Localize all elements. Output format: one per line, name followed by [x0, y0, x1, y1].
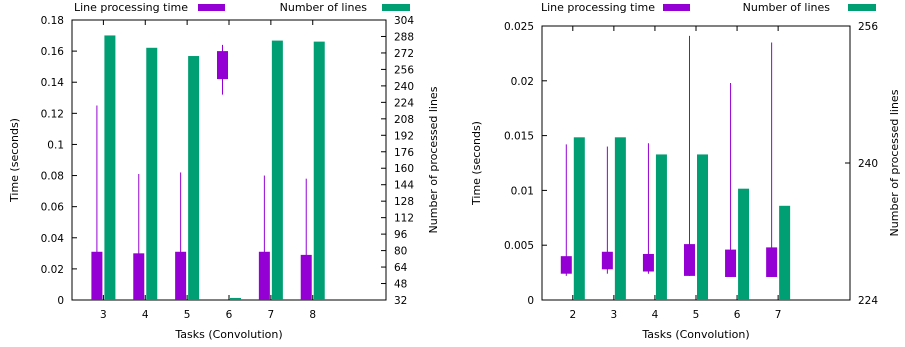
right-tick-label: 112	[394, 213, 414, 225]
legend-lines-label: Number of lines	[743, 1, 831, 14]
lines-bar	[779, 205, 791, 300]
time-box	[300, 254, 312, 300]
legend-lines-swatch	[382, 4, 410, 11]
left-tick-label: 0.025	[504, 21, 534, 33]
right-tick-label: 192	[394, 130, 414, 142]
left-tick-label: 0	[57, 295, 64, 307]
chart-panel-1: 00.020.040.060.080.10.120.140.160.183248…	[8, 1, 440, 341]
lines-bar	[188, 56, 200, 300]
legend-lines-label: Number of lines	[280, 1, 368, 14]
right-tick-label: 288	[394, 31, 414, 43]
time-box	[560, 256, 572, 274]
left-y-axis-label: Time (seconds)	[470, 121, 483, 206]
right-tick-label: 160	[394, 163, 414, 175]
left-tick-label: 0.08	[41, 171, 64, 183]
time-box	[601, 251, 613, 270]
lines-bar	[614, 137, 626, 300]
x-tick-label: 2	[569, 309, 576, 321]
lines-bar	[104, 35, 116, 301]
left-tick-label: 0.18	[41, 15, 64, 27]
right-tick-label: 64	[394, 262, 408, 274]
x-axis-label: Tasks (Convolution)	[641, 328, 749, 341]
lines-bar	[738, 188, 750, 300]
x-axis-label: Tasks (Convolution)	[174, 328, 282, 341]
chart-panel-2: 0 0.005 0.01 0.015 0.02 0.025 224 240 256 2 3 4 5 6 7 T…	[470, 1, 901, 341]
right-tick-label: 240	[394, 81, 414, 93]
right-tick-label: 224	[858, 295, 878, 307]
time-box	[258, 251, 270, 300]
time-box	[684, 244, 695, 276]
left-tick-label: 0.015	[504, 131, 534, 143]
legend-time-label: Line processing time	[74, 1, 188, 14]
left-tick-label: 0.1	[47, 139, 64, 151]
x-tick-label: 6	[734, 309, 741, 321]
time-box	[217, 51, 228, 80]
time-box	[133, 253, 145, 300]
left-tick-label: 0.02	[41, 264, 64, 276]
x-tick-label: 7	[268, 309, 275, 321]
time-box	[642, 253, 654, 272]
time-box	[175, 251, 187, 300]
right-tick-label: 224	[394, 97, 414, 109]
left-tick-label: 0.12	[41, 108, 64, 120]
lines-bar	[573, 137, 585, 300]
plot-frame	[541, 25, 851, 301]
legend-time-swatch	[663, 4, 690, 11]
x-tick-label: 5	[184, 309, 191, 321]
right-tick-label: 208	[394, 114, 414, 126]
x-tick-label: 7	[775, 309, 782, 321]
lines-bar	[697, 154, 708, 300]
right-tick-label: 96	[394, 229, 408, 241]
right-y-axis-label: Number of processed lines	[427, 86, 440, 233]
right-tick-label: 176	[394, 147, 414, 159]
left-tick-label: 0.14	[41, 77, 65, 89]
x-tick-label: 6	[226, 309, 233, 321]
right-tick-label: 304	[394, 15, 414, 27]
legend-time-swatch	[198, 4, 225, 11]
left-tick-label: 0.02	[511, 76, 534, 88]
right-tick-label: 272	[394, 48, 414, 60]
right-tick-label: 80	[394, 246, 407, 258]
time-box	[766, 247, 778, 277]
right-tick-label: 32	[394, 295, 407, 307]
left-tick-label: 0.06	[41, 202, 65, 214]
left-tick-label: 0.01	[511, 185, 534, 197]
lines-bar	[146, 47, 158, 301]
right-tick-label: 144	[394, 180, 414, 192]
time-box	[725, 249, 737, 277]
lines-bar	[655, 154, 667, 300]
lines-bar	[271, 40, 283, 301]
left-tick-label: 0.16	[41, 46, 65, 58]
lines-bar	[313, 41, 325, 300]
x-tick-label: 4	[142, 309, 149, 321]
right-tick-label: 128	[394, 196, 414, 208]
right-y-axis-label: Number of processed lines	[888, 89, 901, 236]
legend-lines-swatch	[848, 4, 876, 11]
plot-frame	[71, 19, 387, 301]
x-tick-label: 3	[100, 309, 107, 321]
left-tick-label: 0.005	[504, 240, 534, 252]
right-tick-label: 48	[394, 279, 407, 291]
x-tick-label: 5	[693, 309, 700, 321]
right-tick-label: 256	[394, 64, 414, 76]
time-box	[91, 251, 103, 300]
x-tick-label: 8	[309, 309, 316, 321]
x-tick-label: 4	[652, 309, 659, 321]
legend-time-label: Line processing time	[541, 1, 655, 14]
x-tick-label: 3	[611, 309, 618, 321]
left-y-axis-label: Time (seconds)	[8, 118, 21, 203]
left-tick-label: 0	[527, 295, 534, 307]
right-tick-label: 240	[858, 158, 878, 170]
left-tick-label: 0.04	[41, 233, 65, 245]
lines-bar	[230, 297, 241, 300]
right-tick-label: 256	[858, 21, 878, 33]
